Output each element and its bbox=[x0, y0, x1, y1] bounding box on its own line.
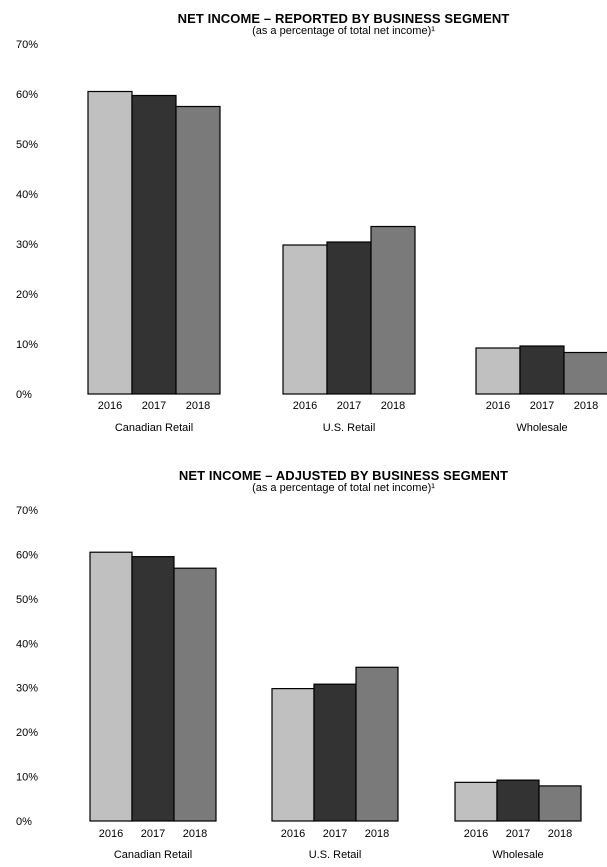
bar-2016-canadian-retail bbox=[89, 551, 133, 822]
bar-2017-u-s-retail bbox=[326, 241, 372, 395]
bar-2017-canadian-retail bbox=[131, 94, 177, 395]
y-tick-label: 50% bbox=[16, 594, 38, 606]
y-tick-label: 40% bbox=[16, 638, 38, 650]
category-label: U.S. Retail bbox=[309, 849, 362, 861]
bar-2018-wholesale bbox=[538, 785, 582, 822]
chart-subtitle: (as a percentage of total net income)¹ bbox=[252, 25, 435, 37]
bar-2018-u-s-retail bbox=[355, 666, 399, 822]
chart-title: NET INCOME – REPORTED BY BUSINESS SEGMEN… bbox=[177, 11, 510, 26]
bar-2017-canadian-retail bbox=[131, 556, 175, 822]
x-sublabel: 2017 bbox=[530, 400, 554, 412]
x-sublabel: 2016 bbox=[98, 400, 122, 412]
x-sublabel: 2017 bbox=[506, 828, 530, 840]
bar-2016-u-s-retail bbox=[282, 244, 328, 395]
x-sublabel: 2018 bbox=[183, 828, 207, 840]
x-sublabel: 2018 bbox=[574, 400, 598, 412]
bar-2018-canadian-retail bbox=[175, 105, 221, 395]
y-tick-label: 20% bbox=[16, 289, 38, 301]
bar-2017-wholesale bbox=[519, 345, 565, 395]
bar-2017-u-s-retail bbox=[313, 683, 357, 822]
chart-plot-reported: 0% 10% 20% 30% 40% 50% 60% 70% 2016 2017 2018 Canad… bbox=[16, 39, 607, 434]
x-sublabel: 2016 bbox=[293, 400, 317, 412]
x-sublabel: 2017 bbox=[323, 828, 347, 840]
category-label: U.S. Retail bbox=[323, 422, 376, 434]
y-tick-label: 30% bbox=[16, 239, 38, 251]
x-sublabel: 2018 bbox=[381, 400, 405, 412]
category-label: Canadian Retail bbox=[115, 422, 193, 434]
y-tick-label: 20% bbox=[16, 727, 38, 739]
x-sublabel: 2018 bbox=[548, 828, 572, 840]
bar-2018-u-s-retail bbox=[370, 225, 416, 395]
y-tick-label: 70% bbox=[16, 505, 38, 517]
category-label: Wholesale bbox=[516, 422, 567, 434]
bar-2016-wholesale bbox=[475, 347, 521, 395]
chart-subtitle: (as a percentage of total net income)¹ bbox=[252, 482, 435, 494]
x-sublabel: 2017 bbox=[142, 400, 166, 412]
x-sublabel: 2016 bbox=[281, 828, 305, 840]
bar-2018-canadian-retail bbox=[173, 567, 217, 822]
x-sublabel: 2016 bbox=[99, 828, 123, 840]
bar-2018-wholesale bbox=[563, 351, 607, 395]
x-sublabel: 2016 bbox=[486, 400, 510, 412]
y-tick-label: 10% bbox=[16, 772, 38, 784]
y-tick-label: 30% bbox=[16, 683, 38, 695]
y-tick-label: 60% bbox=[16, 89, 38, 101]
chart-reported: NET INCOME – REPORTED BY BUSINESS SEGMEN… bbox=[16, 11, 607, 434]
y-tick-label: 0% bbox=[16, 816, 32, 828]
x-sublabel: 2018 bbox=[365, 828, 389, 840]
chart-plot-adjusted: 0% 10% 20% 30% 40% 50% 60% 70% 2016 2017 2018 Canad… bbox=[16, 505, 582, 861]
y-tick-label: 60% bbox=[16, 549, 38, 561]
x-sublabel: 2017 bbox=[141, 828, 165, 840]
y-tick-label: 70% bbox=[16, 39, 38, 51]
y-tick-label: 50% bbox=[16, 139, 38, 151]
bar-2016-wholesale bbox=[454, 781, 498, 822]
y-tick-label: 0% bbox=[16, 389, 32, 401]
x-sublabel: 2016 bbox=[464, 828, 488, 840]
bar-2016-canadian-retail bbox=[87, 90, 133, 395]
x-sublabel: 2017 bbox=[337, 400, 361, 412]
category-label: Wholesale bbox=[492, 849, 543, 861]
x-sublabel: 2018 bbox=[186, 400, 210, 412]
y-tick-label: 10% bbox=[16, 339, 38, 351]
chart-adjusted: NET INCOME – ADJUSTED BY BUSINESS SEGMEN… bbox=[0, 440, 607, 867]
category-label: Canadian Retail bbox=[114, 849, 192, 861]
y-tick-label: 40% bbox=[16, 189, 38, 201]
chart-title: NET INCOME – ADJUSTED BY BUSINESS SEGMEN… bbox=[178, 468, 509, 483]
bar-2017-wholesale bbox=[496, 779, 540, 822]
bar-2016-u-s-retail bbox=[271, 688, 315, 822]
